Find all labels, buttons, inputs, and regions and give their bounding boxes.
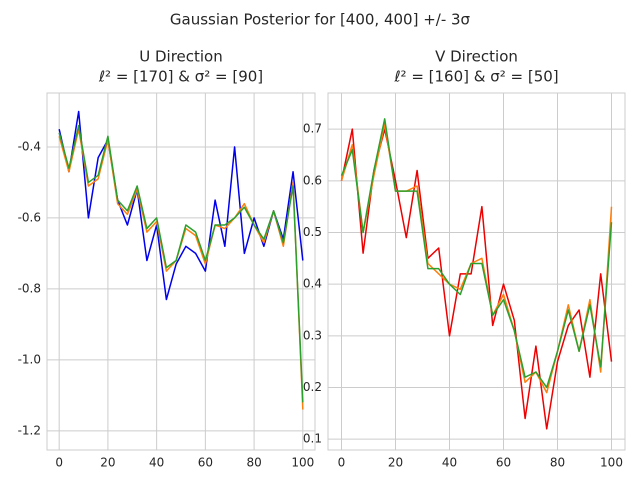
subplot-title: V Direction	[435, 48, 518, 66]
x-tick-label: 80	[550, 456, 565, 470]
y-tick-label: -1.2	[18, 423, 41, 437]
subplot-subtitle: ℓ² = [160] & σ² = [50]	[393, 68, 558, 86]
y-tick-label: -0.4	[18, 139, 41, 153]
y-tick-label: -1.0	[18, 352, 41, 366]
figure-title: Gaussian Posterior for [400, 400] +/- 3σ	[170, 11, 471, 29]
x-tick-label: 60	[198, 456, 213, 470]
y-tick-label: 0.3	[303, 328, 322, 342]
y-tick-label: 0.4	[303, 277, 322, 291]
x-tick-label: 100	[600, 456, 623, 470]
x-tick-label: 0	[55, 456, 63, 470]
plot-area	[327, 92, 626, 451]
x-tick-label: 60	[496, 456, 511, 470]
x-tick-label: 20	[100, 456, 115, 470]
series-line	[58, 110, 304, 301]
x-tick-label: 20	[388, 456, 403, 470]
subplot-subtitle: ℓ² = [170] & σ² = [90]	[98, 68, 263, 86]
x-tick-label: 40	[442, 456, 457, 470]
x-tick-label: 40	[149, 456, 164, 470]
x-tick-label: 100	[291, 456, 314, 470]
y-tick-label: -0.8	[18, 281, 41, 295]
y-tick-label: 0.1	[303, 432, 322, 446]
y-tick-label: 0.7	[303, 122, 322, 136]
y-tick-label: -0.6	[18, 210, 41, 224]
subplot-title: U Direction	[139, 48, 223, 66]
y-tick-label: 0.5	[303, 225, 322, 239]
series-line	[340, 118, 613, 389]
series-line	[58, 124, 304, 403]
y-tick-label: 0.2	[303, 380, 322, 394]
x-tick-label: 80	[246, 456, 261, 470]
y-tick-label: 0.6	[303, 173, 322, 187]
plot-area	[46, 92, 316, 451]
x-tick-label: 0	[338, 456, 346, 470]
